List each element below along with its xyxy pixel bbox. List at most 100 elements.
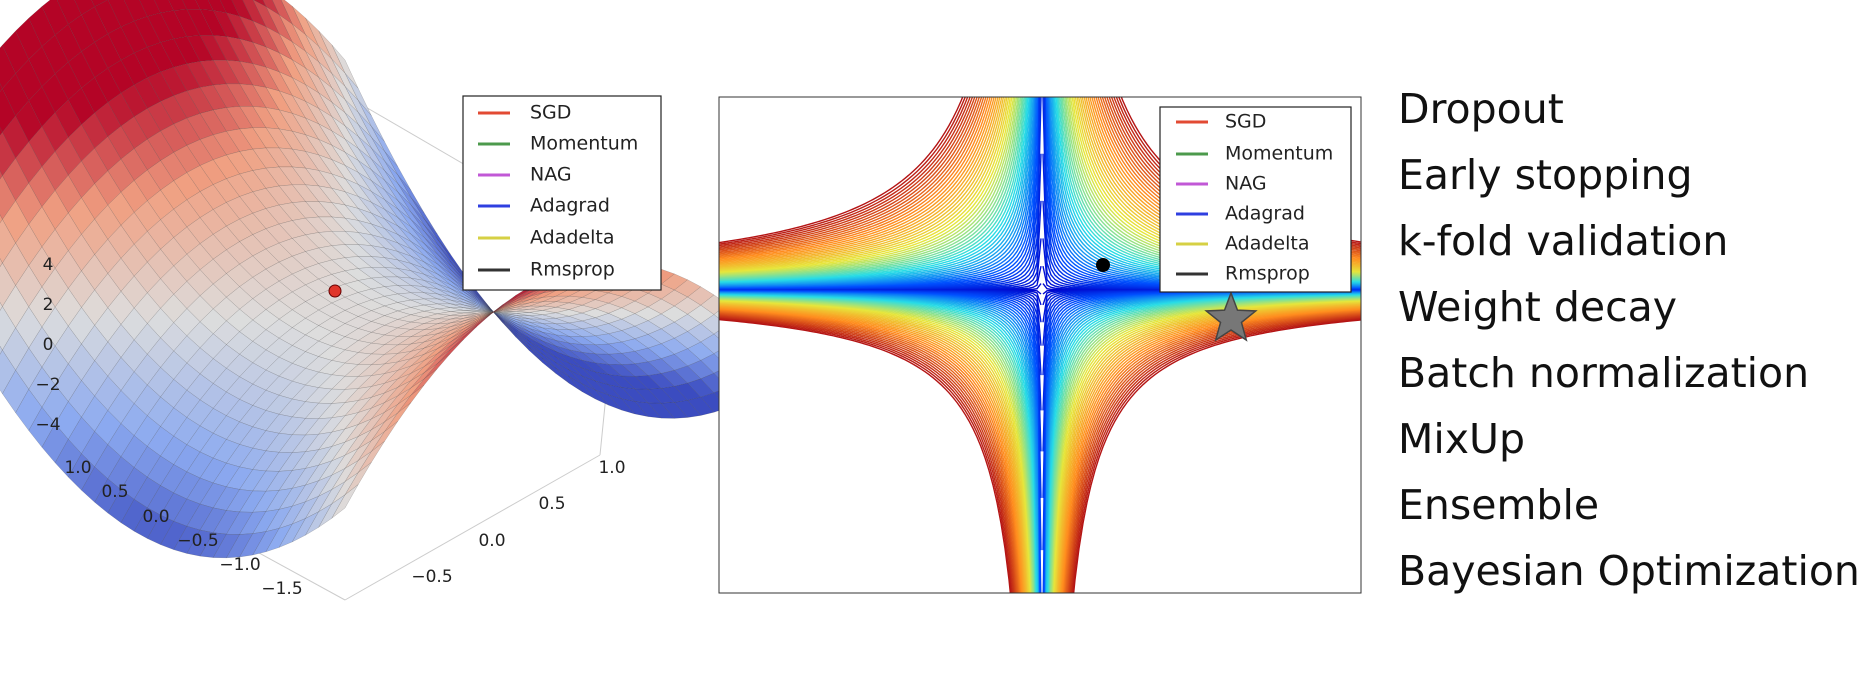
- contour-line: [1060, 307, 1361, 593]
- contour-line: [719, 293, 1038, 593]
- contour-line: [719, 299, 1032, 593]
- y-tick-label: 1.0: [598, 458, 625, 478]
- contour-line: [1058, 305, 1361, 593]
- legend-box: [462, 95, 662, 291]
- contour-line: [719, 97, 1034, 286]
- contour-line: [719, 97, 1027, 282]
- contour-line: [719, 297, 1034, 593]
- legend-label: Momentum: [1225, 143, 1333, 165]
- contour-line: [719, 97, 997, 264]
- contour-line: [1062, 308, 1361, 593]
- legend-label: Momentum: [530, 133, 638, 155]
- axis-pane: [344, 454, 601, 601]
- contour-line: [1045, 292, 1361, 593]
- contour-line: [719, 97, 1023, 279]
- contour-line: [719, 298, 1033, 593]
- contour-line: [719, 294, 1037, 593]
- contour-line: [719, 292, 1039, 593]
- contour-line: [1057, 304, 1361, 593]
- contour-line: [1059, 306, 1361, 593]
- technique-item: Weight decay: [1398, 283, 1677, 331]
- contour-line: [719, 97, 985, 256]
- contour-line: [719, 291, 1040, 593]
- z-tick-label: 4: [43, 255, 54, 275]
- contour-line: [719, 97, 1030, 284]
- contour-line: [719, 97, 1015, 274]
- contour-line: [719, 97, 974, 250]
- contour-line: [719, 97, 1005, 268]
- contour-line: [1063, 310, 1361, 593]
- technique-item: Bayesian Optimization: [1398, 547, 1860, 595]
- surface-patch: [331, 484, 359, 519]
- contour-line: [719, 297, 1035, 593]
- contour-line: [1093, 97, 1361, 260]
- contour-line: [1068, 97, 1361, 275]
- contour-line: [1060, 97, 1361, 280]
- contour-line: [1052, 299, 1361, 593]
- y-tick-label: −0.5: [411, 567, 452, 587]
- contour-line: [1095, 97, 1361, 259]
- contour-line: [1048, 97, 1361, 287]
- contour-line: [1050, 97, 1361, 286]
- contour-line: [719, 317, 1013, 593]
- contour-line: [1056, 303, 1361, 593]
- contour-line: [719, 298, 1033, 593]
- contour-line: [1087, 97, 1361, 263]
- legend-label: Adagrad: [530, 195, 610, 217]
- contour-line: [1069, 316, 1361, 593]
- contour-line: [1108, 97, 1361, 251]
- contour-line: [1046, 97, 1361, 289]
- contour-line: [719, 317, 1014, 593]
- contour-line: [1067, 313, 1361, 593]
- surface-patch: [0, 126, 3, 136]
- contour-line: [1061, 97, 1361, 279]
- contour-line: [719, 292, 1039, 593]
- contour-line: [719, 318, 1012, 593]
- contour-line: [719, 312, 1018, 593]
- contour-line: [1071, 318, 1361, 593]
- contour-line: [1049, 296, 1361, 593]
- contour-line: [719, 97, 1008, 270]
- contour-line: [1054, 301, 1361, 593]
- contour-line: [1045, 97, 1361, 289]
- y-tick-label: 0.0: [478, 531, 505, 551]
- contour-line: [1078, 97, 1361, 269]
- contour-line: [1115, 97, 1361, 246]
- contour-line: [719, 97, 1016, 275]
- contour-line: [1056, 97, 1361, 282]
- contour-line: [719, 97, 1036, 287]
- contour-line: [1044, 291, 1361, 593]
- current-point: [1096, 258, 1110, 272]
- contour-line: [719, 303, 1028, 593]
- contour-line: [1073, 97, 1361, 272]
- contour-line: [1069, 315, 1361, 593]
- contour-line: [1045, 292, 1361, 593]
- contour-line: [1057, 97, 1361, 281]
- contour-line: [719, 295, 1036, 593]
- contour-line: [719, 97, 1040, 290]
- contour-line: [1081, 97, 1361, 267]
- contour-line: [719, 304, 1027, 593]
- contour-line: [719, 314, 1016, 593]
- technique-item: Batch normalization: [1398, 349, 1809, 397]
- contour-line: [1076, 97, 1361, 270]
- contour-line: [1061, 308, 1361, 593]
- contour-line: [1055, 302, 1361, 593]
- surface-patch: [0, 302, 3, 311]
- contour-line: [719, 310, 1021, 593]
- contour-line: [1065, 97, 1361, 277]
- contour-line: [1053, 300, 1361, 593]
- contour-line: [719, 292, 1039, 593]
- contour-line: [719, 301, 1030, 593]
- contour-line: [1089, 97, 1361, 262]
- contour-line: [1052, 300, 1361, 593]
- contour-line: [719, 97, 969, 247]
- contour-line: [719, 303, 1028, 593]
- technique-item: k-fold validation: [1398, 217, 1728, 265]
- contour-line: [719, 291, 1039, 593]
- minimum-star: [1204, 290, 1258, 342]
- contour-line: [719, 97, 995, 263]
- x-tick-label: 0.0: [142, 507, 169, 527]
- contour-line: [719, 97, 999, 265]
